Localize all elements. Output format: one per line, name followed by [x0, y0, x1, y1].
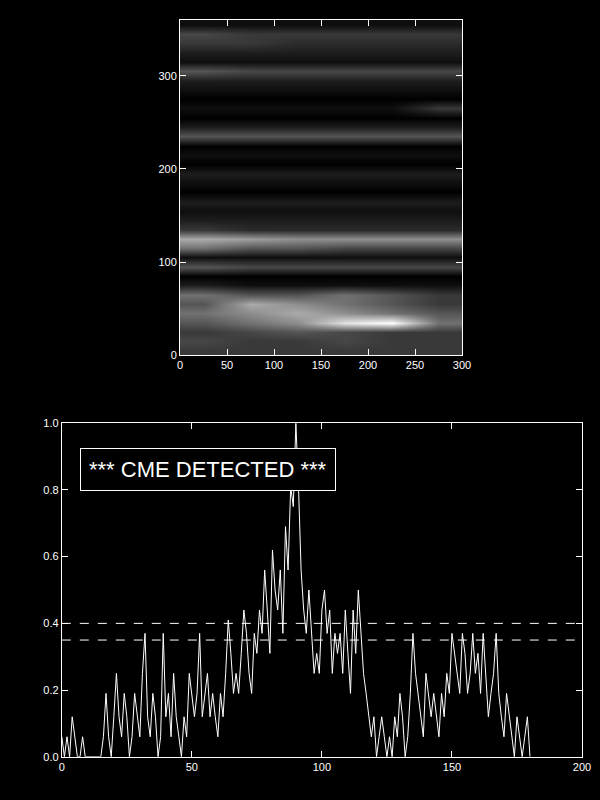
svg-text:*** CME DETECTED ***: *** CME DETECTED *** [89, 457, 327, 482]
svg-text:100: 100 [313, 761, 331, 773]
svg-text:150: 150 [443, 761, 461, 773]
svg-text:0: 0 [59, 761, 65, 773]
svg-text:0: 0 [171, 349, 177, 361]
svg-text:100: 100 [158, 256, 176, 268]
svg-text:50: 50 [186, 761, 198, 773]
svg-text:0.6: 0.6 [43, 550, 58, 562]
svg-text:100: 100 [265, 359, 283, 371]
svg-text:0.4: 0.4 [43, 617, 58, 629]
svg-text:1.0: 1.0 [43, 417, 58, 429]
svg-text:0: 0 [177, 359, 183, 371]
svg-text:50: 50 [221, 359, 233, 371]
svg-text:0.8: 0.8 [43, 484, 58, 496]
svg-text:200: 200 [359, 359, 377, 371]
svg-text:0.0: 0.0 [43, 751, 58, 763]
svg-text:250: 250 [406, 359, 424, 371]
svg-text:200: 200 [158, 163, 176, 175]
svg-text:200: 200 [573, 761, 591, 773]
svg-text:0.2: 0.2 [43, 684, 58, 696]
svg-text:300: 300 [453, 359, 471, 371]
svg-text:300: 300 [158, 70, 176, 82]
svg-text:150: 150 [312, 359, 330, 371]
